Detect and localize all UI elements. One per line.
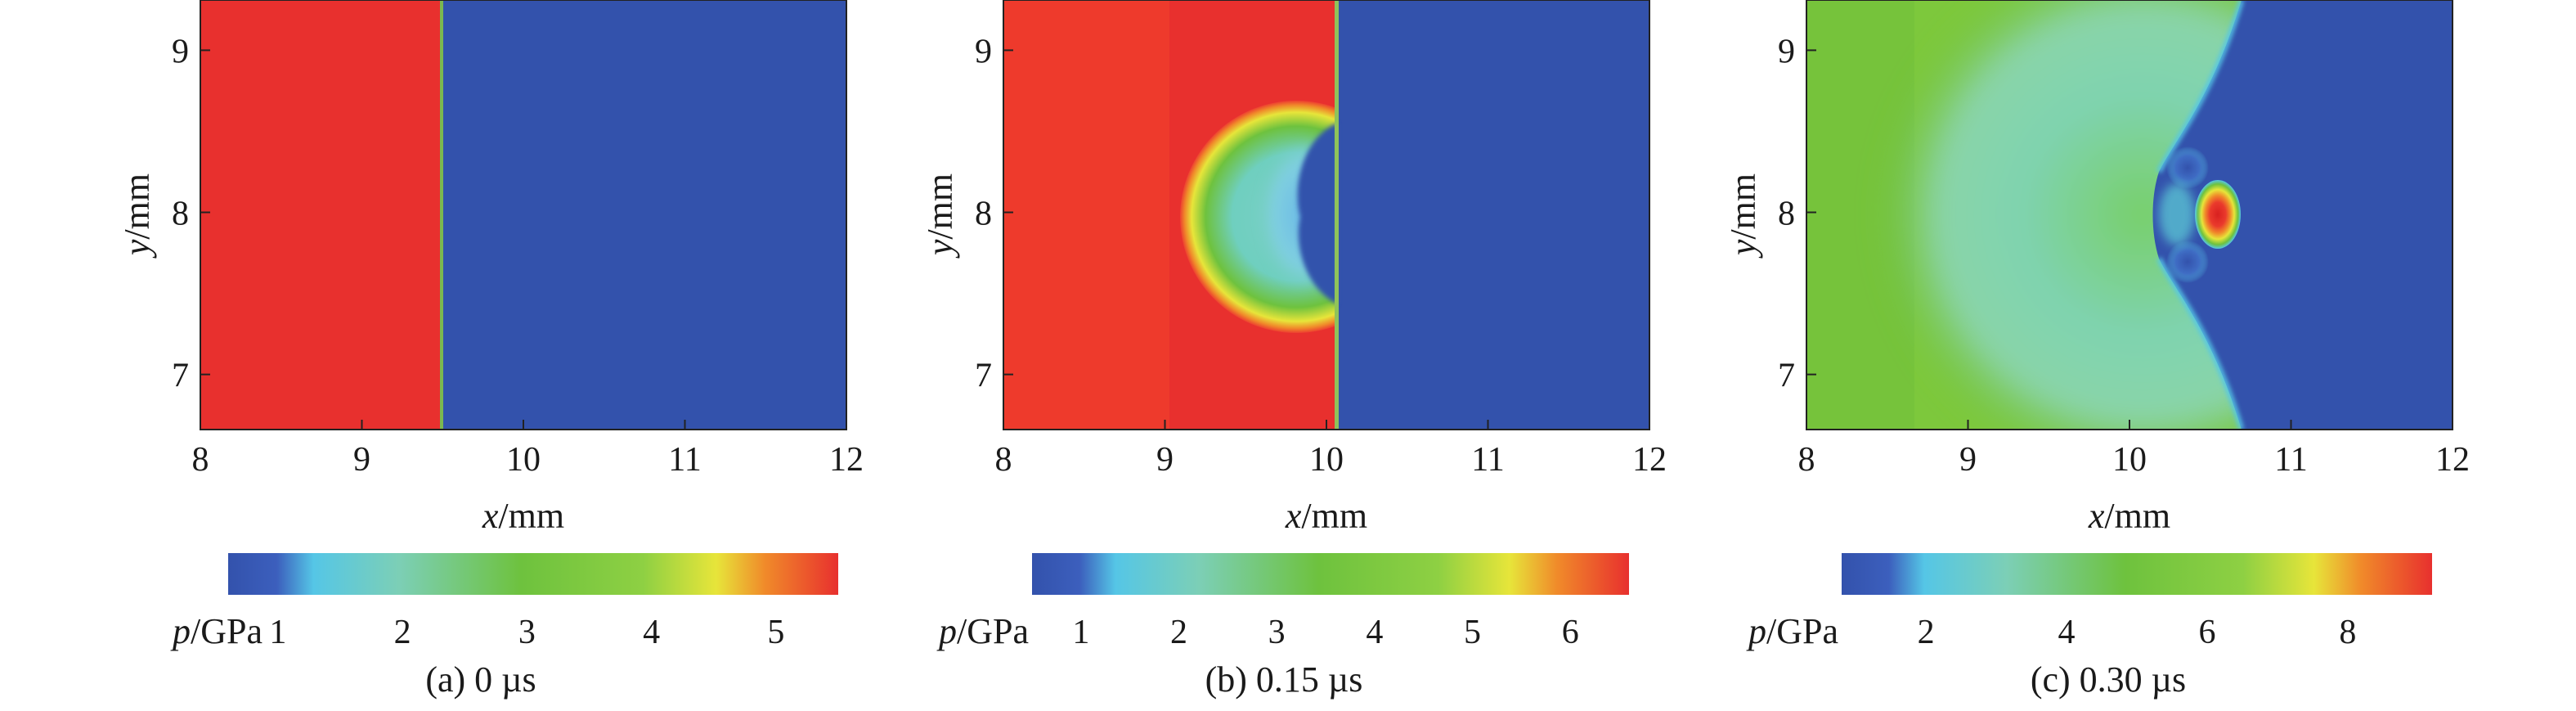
colorbar-tick-label-c-3: 8 (2339, 614, 2356, 651)
y-tick-label-b-2: 9 (975, 33, 992, 70)
heatmap-c (1806, 0, 2453, 430)
axes-b: 8 9 10 11 12 7 8 9 (975, 33, 1667, 479)
x-tick-label-b-0: 8 (995, 441, 1012, 479)
ylabel-c-var: y (1723, 239, 1763, 259)
axes-a: 8 9 10 11 12 7 8 9 (172, 33, 864, 479)
x-tick-label-a-4: 12 (829, 441, 864, 479)
heatmap-a (200, 0, 846, 430)
axes-c: 8 9 10 11 12 7 8 9 (1778, 33, 2470, 479)
colorbar-tick-label-c-0: 2 (1918, 614, 1935, 651)
y-tick-label-a-1: 8 (172, 196, 189, 233)
dimple-lower-c (2166, 241, 2209, 283)
ylabel-a-unit: /mm (117, 173, 157, 240)
xlabel-a-unit: /mm (498, 496, 564, 536)
caption-a: (a) 0 µs (425, 659, 536, 700)
x-tick-label-a-0: 8 (192, 441, 209, 479)
ylabel-b-var: y (920, 239, 960, 259)
colorbar-ticks-c: 2 4 6 8 (1918, 614, 2357, 651)
cbar-a-var: p (170, 611, 191, 651)
colorbar-label-b: p/GPa (936, 611, 1029, 651)
colorbar-ticks-b: 1 2 3 4 5 6 (1072, 614, 1578, 651)
colorbar-c (1842, 553, 2432, 595)
colorbar-a (228, 553, 838, 595)
x-tick-label-c-2: 10 (2112, 441, 2147, 479)
colorbar-tick-label-b-2: 3 (1268, 614, 1286, 651)
colorbar-tick-label-a-2: 3 (518, 614, 536, 651)
colorbar-tick-label-b-1: 2 (1170, 614, 1187, 651)
y-tick-label-a-2: 9 (172, 33, 189, 70)
colorbar-tick-label-a-0: 1 (269, 614, 286, 651)
ambient-region-a (442, 0, 846, 430)
shock-edge-upper-c (2156, 0, 2244, 173)
dimple-upper-c (2166, 146, 2209, 189)
caption-c: (c) 0.30 µs (2031, 659, 2186, 700)
ylabel-a: y/mm (117, 173, 157, 259)
y-tick-label-c-2: 9 (1778, 33, 1795, 70)
colorbar-tick-label-b-3: 4 (1366, 614, 1383, 651)
colorbar-tick-label-c-1: 4 (2058, 614, 2076, 651)
colorbar-tick-label-a-4: 5 (767, 614, 784, 651)
colorbar-label-c: p/GPa (1746, 611, 1838, 651)
y-tick-label-c-0: 7 (1778, 358, 1795, 395)
shock-edge-lower-c (2156, 257, 2244, 430)
ylabel-c: y/mm (1723, 173, 1763, 259)
xlabel-c-unit: /mm (2104, 496, 2170, 536)
x-tick-label-c-1: 9 (1959, 441, 1977, 479)
xlabel-a-var: x (482, 496, 499, 536)
x-tick-label-b-4: 12 (1632, 441, 1667, 479)
colorbar-ticks-a: 1 2 3 4 5 (269, 614, 784, 651)
x-tick-label-c-3: 11 (2274, 441, 2307, 479)
x-tick-label-c-0: 8 (1798, 441, 1815, 479)
xlabel-b-var: x (1285, 496, 1302, 536)
y-tick-label-b-0: 7 (975, 358, 992, 395)
colorbar-label-a: p/GPa (170, 611, 263, 651)
shock-front-b (1335, 0, 1339, 430)
interface-line-a (440, 0, 443, 430)
cbar-b-unit: /GPa (957, 611, 1029, 651)
ylabel-b: y/mm (920, 173, 960, 259)
x-tick-label-b-1: 9 (1156, 441, 1174, 479)
xlabel-a: x/mm (482, 496, 564, 536)
colorbar-tick-label-a-1: 2 (394, 614, 411, 651)
x-tick-label-c-4: 12 (2435, 441, 2470, 479)
colorbar-tick-label-c-2: 6 (2198, 614, 2215, 651)
xlabel-b-unit: /mm (1301, 496, 1367, 536)
colorbar-tick-label-b-0: 1 (1072, 614, 1089, 651)
hotspot-c (2195, 180, 2241, 249)
ambient-region-b (1338, 0, 1649, 430)
ylabel-c-unit: /mm (1723, 173, 1763, 240)
xlabel-b: x/mm (1285, 496, 1367, 536)
colorbar-tick-label-a-3: 4 (643, 614, 660, 651)
colorbar-tick-label-b-4: 5 (1464, 614, 1481, 651)
x-tick-label-b-2: 10 (1309, 441, 1344, 479)
x-tick-label-b-3: 11 (1471, 441, 1504, 479)
x-tick-label-a-1: 9 (353, 441, 370, 479)
y-tick-label-b-1: 8 (975, 196, 992, 233)
y-tick-label-c-1: 8 (1778, 196, 1795, 233)
x-tick-label-a-2: 10 (506, 441, 541, 479)
panel-c: 8 9 10 11 12 7 8 9 x/mm y/mm 2 4 6 8 p/GPa (c) 0.3… (1723, 0, 2470, 700)
cbar-a-unit: /GPa (191, 611, 263, 651)
cbar-b-var: p (936, 611, 957, 651)
xlabel-c: x/mm (2088, 496, 2170, 536)
ylabel-a-var: y (117, 239, 157, 259)
heatmap-b (1003, 0, 1649, 430)
colorbar-tick-label-b-5: 6 (1562, 614, 1579, 651)
caption-b: (b) 0.15 µs (1205, 659, 1363, 700)
ylabel-b-unit: /mm (920, 173, 960, 240)
x-tick-label-a-3: 11 (668, 441, 701, 479)
y-tick-label-a-0: 7 (172, 358, 189, 395)
cbar-c-var: p (1746, 611, 1766, 651)
cbar-c-unit: /GPa (1766, 611, 1838, 651)
bubble-indent-b (1297, 123, 1338, 304)
jet-core-c (2159, 183, 2195, 245)
ambient-region-c (2152, 0, 2453, 430)
colorbar-b (1032, 553, 1629, 595)
xlabel-c-var: x (2088, 496, 2105, 536)
